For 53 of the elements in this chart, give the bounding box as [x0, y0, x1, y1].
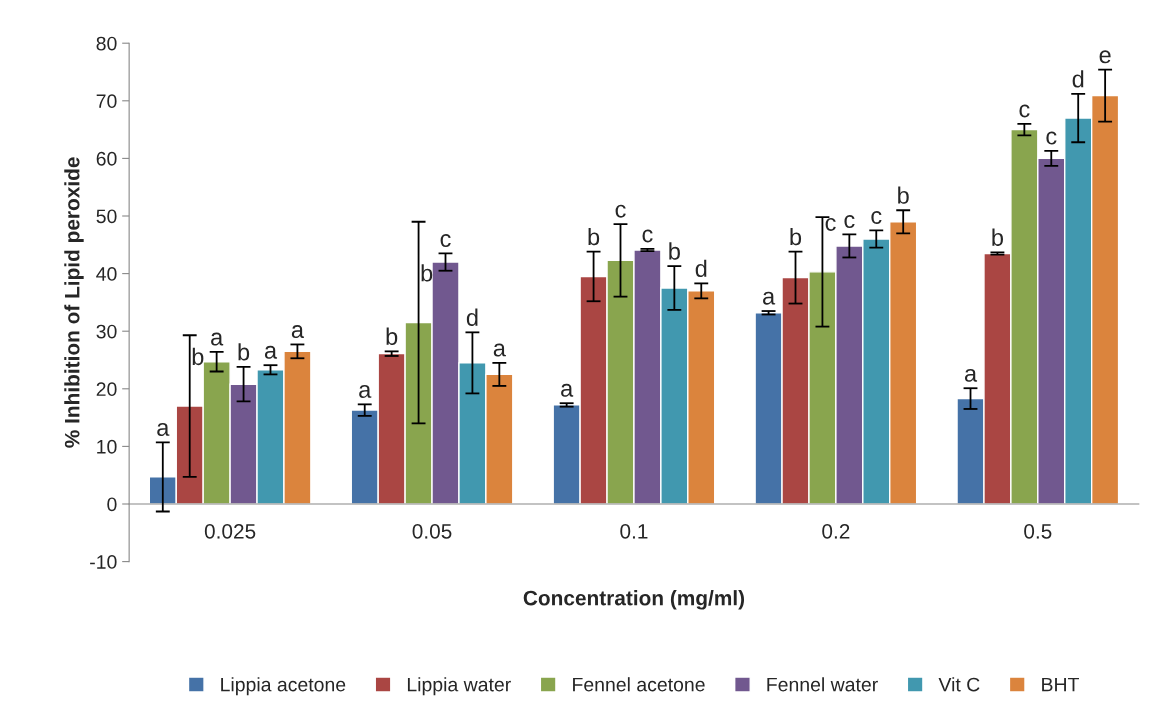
legend-label: Vit C [938, 677, 980, 692]
data-label: b [421, 264, 433, 282]
data-label: c [825, 217, 836, 231]
data-label: a [157, 423, 170, 436]
data-label: c [642, 229, 653, 243]
y-tick-label: 30 [96, 324, 117, 339]
data-label: c [615, 204, 626, 218]
data-label: b [898, 186, 909, 204]
data-label: b [238, 343, 250, 361]
y-tick-label: 60 [96, 151, 117, 166]
data-label: d [1072, 70, 1084, 88]
y-tick-label: 0 [107, 497, 117, 512]
x-tick-label: 0.5 [1024, 523, 1052, 539]
data-label: a [359, 385, 372, 398]
data-label: c [1019, 104, 1030, 118]
x-tick-label: 0.025 [204, 523, 256, 539]
data-label: a [291, 325, 304, 339]
y-tick-label: 50 [96, 209, 117, 224]
y-tick-label: 40 [96, 267, 117, 281]
legend-label: Fennel acetone [573, 677, 705, 692]
data-label: a [264, 345, 278, 359]
legend-label: BHT [1042, 677, 1079, 692]
legend-label: Lippia water [407, 677, 511, 696]
data-label: a [561, 383, 574, 397]
data-label: a [493, 343, 506, 357]
data-label: c [844, 215, 855, 229]
y-tick-label: 10 [97, 439, 117, 454]
data-label: c [440, 234, 451, 248]
y-tick-label: 70 [96, 94, 117, 109]
data-label: b [192, 347, 204, 366]
x-axis-title: Concentration (mg/ml) [523, 590, 745, 610]
data-label: d [466, 308, 478, 326]
data-label: b [790, 227, 802, 246]
data-label: b [588, 227, 600, 246]
data-label: d [695, 259, 707, 277]
y-axis-title: % Inhibition of Lipid peroxide [64, 157, 84, 448]
data-label: c [871, 211, 882, 225]
legend-label: Lippia acetone [221, 677, 346, 696]
data-label: b [669, 242, 680, 260]
x-tick-label: 0.05 [412, 523, 452, 539]
data-label: b [992, 228, 1004, 246]
data-label: e [1099, 50, 1111, 64]
data-label: a [211, 332, 224, 346]
legend-label: Fennel water [767, 677, 878, 692]
x-tick-label: 0.1 [620, 523, 648, 539]
data-label: a [763, 291, 776, 305]
x-tick-label: 0.2 [822, 523, 850, 539]
data-label: a [964, 368, 978, 382]
data-label: c [1046, 131, 1057, 145]
y-tick-label: -10 [90, 555, 117, 569]
y-tick-label: 80 [96, 36, 117, 51]
y-tick-label: 20 [96, 382, 117, 397]
data-label: b [386, 327, 398, 345]
